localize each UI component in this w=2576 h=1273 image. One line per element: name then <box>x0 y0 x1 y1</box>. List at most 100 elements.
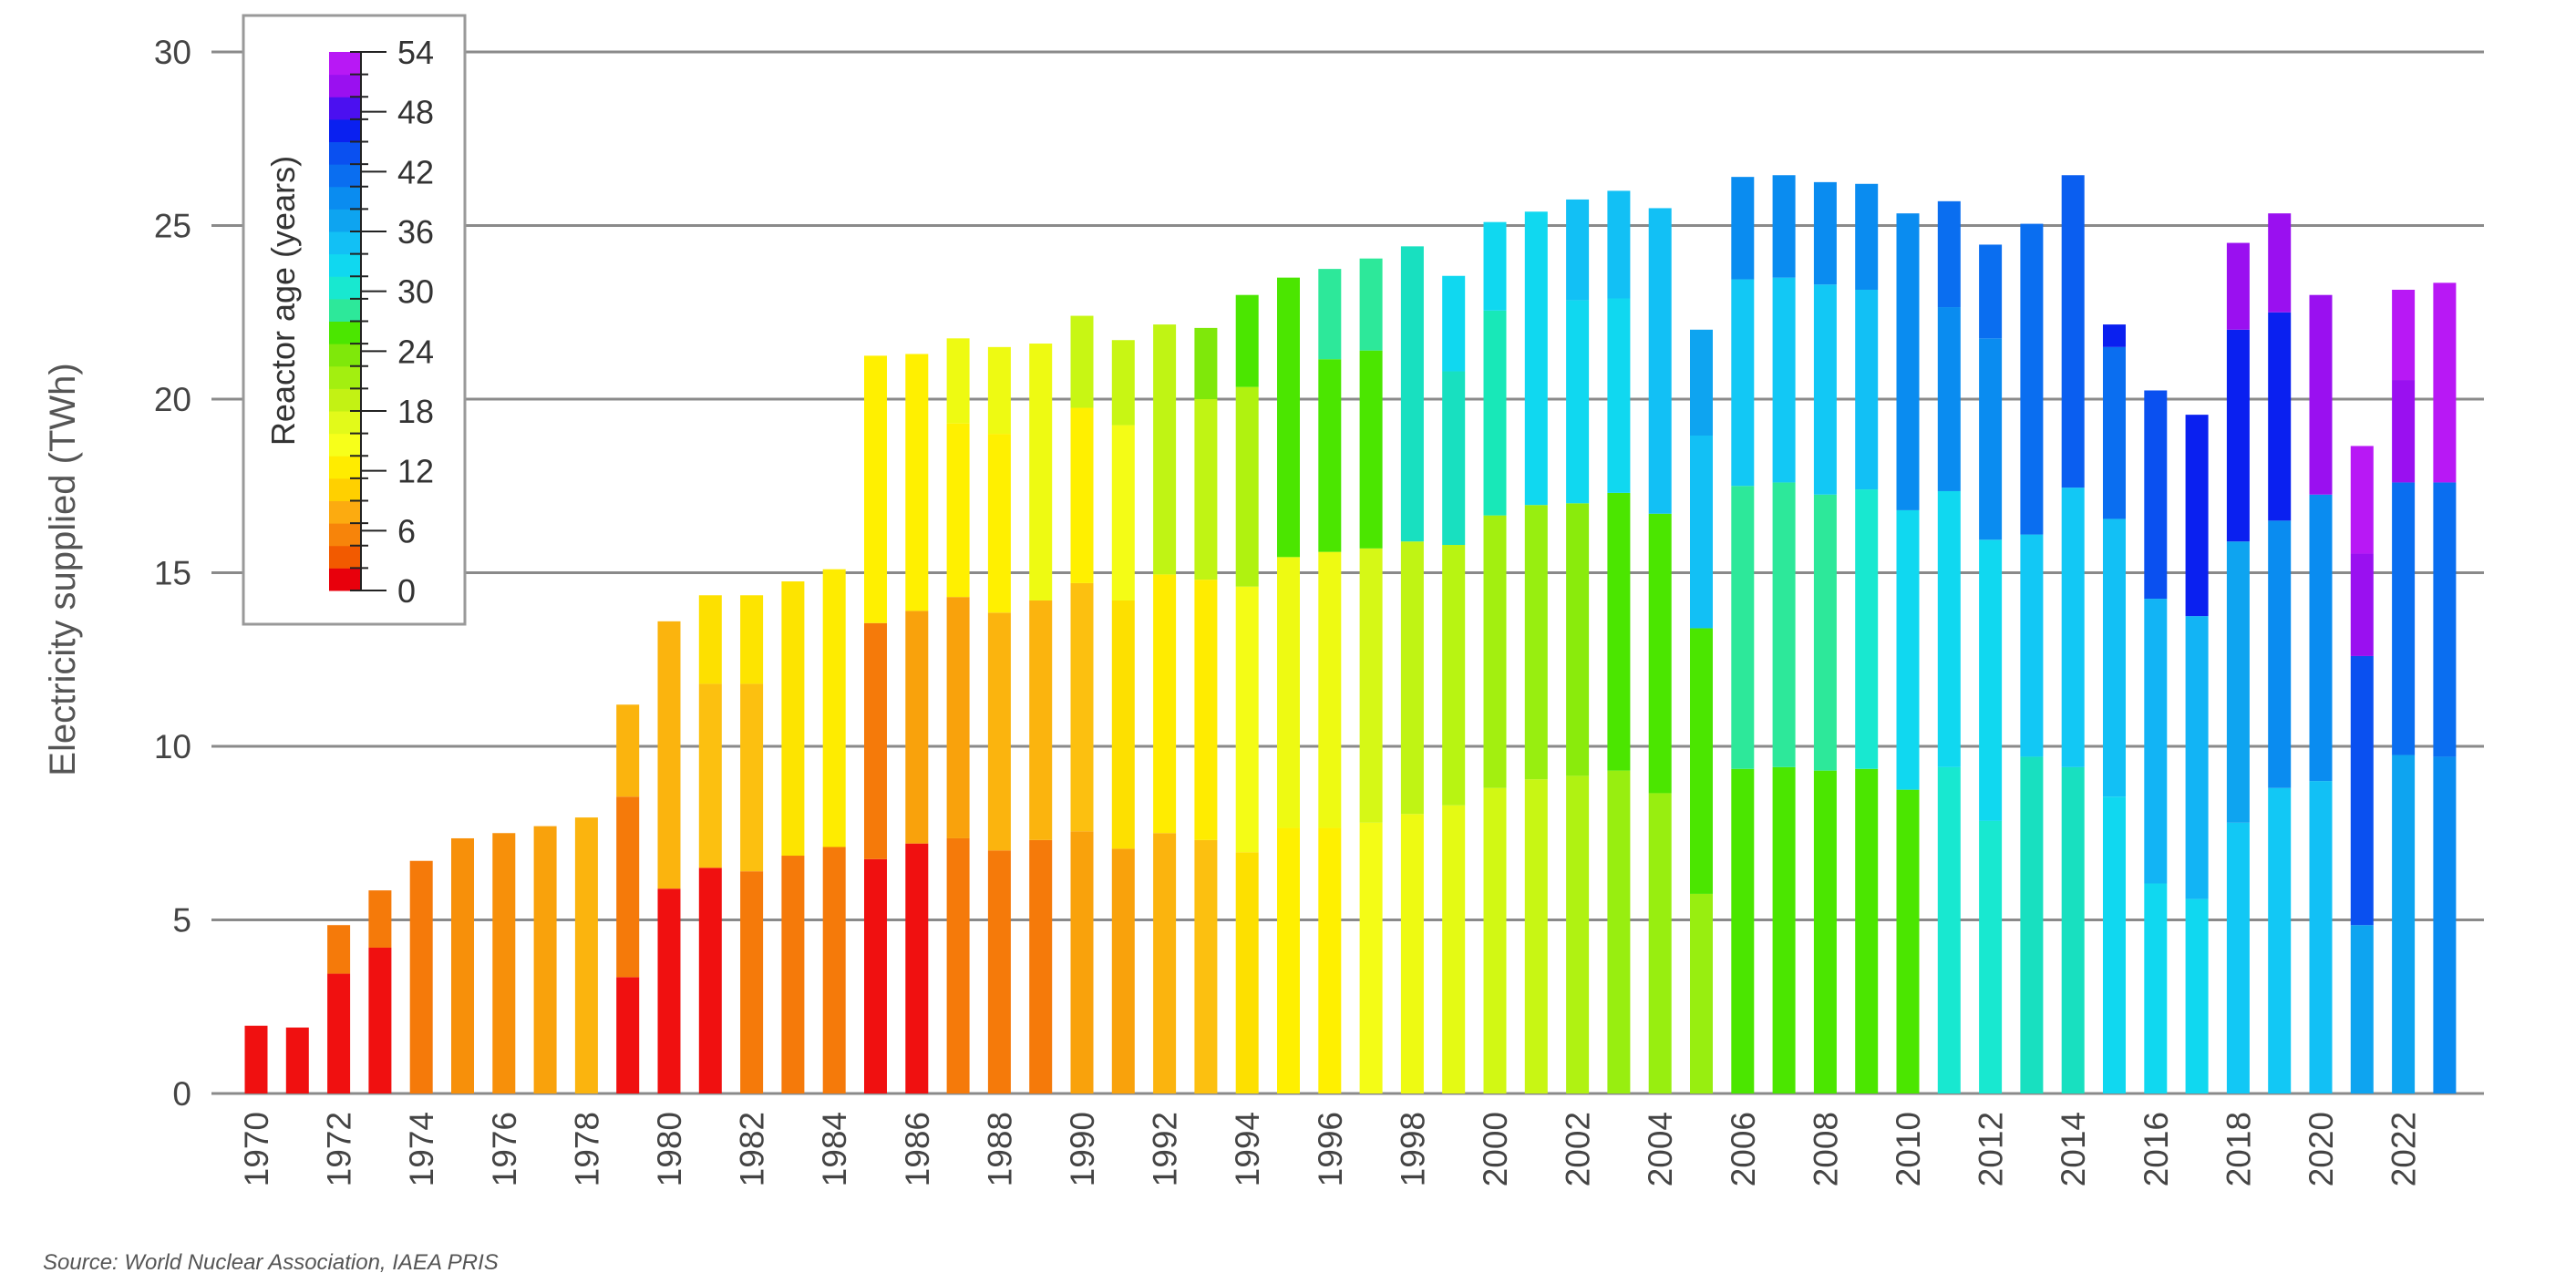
bar-segment <box>1318 359 1342 552</box>
bar-segment <box>946 423 970 598</box>
x-tick-label: 2010 <box>1890 1112 1927 1186</box>
bar-segment <box>740 595 764 684</box>
bar-segment <box>1855 183 1879 290</box>
bar-segment <box>1483 221 1507 311</box>
bar-segment <box>2433 482 2457 757</box>
x-tick-label: 1974 <box>403 1112 440 1186</box>
bar-2021 <box>2350 446 2374 1093</box>
bar-1972 <box>327 925 351 1093</box>
bar-2005 <box>1690 329 1713 1093</box>
bar-segment <box>2268 312 2292 521</box>
bar-segment <box>244 1025 268 1093</box>
bar-segment <box>1772 766 1796 1093</box>
legend-swatch <box>329 545 361 569</box>
bar-1997 <box>1359 258 1383 1093</box>
bar-segment <box>1442 805 1466 1093</box>
bar-segment <box>905 843 929 1093</box>
legend-swatch <box>329 500 361 524</box>
bar-1996 <box>1318 269 1342 1093</box>
x-tick-label: 2000 <box>1477 1112 1514 1186</box>
x-tick-label: 1980 <box>651 1112 688 1186</box>
legend-swatch <box>329 388 361 412</box>
bar-segment <box>2392 289 2416 381</box>
bar-segment <box>1979 338 2003 540</box>
legend-swatch <box>329 344 361 367</box>
bar-segment <box>1111 340 1135 426</box>
bar-2001 <box>1524 211 1548 1093</box>
bar-segment <box>1937 490 1961 767</box>
legend-tick-label: 12 <box>397 453 434 490</box>
bar-segment <box>1607 770 1631 1093</box>
x-tick-label: 1976 <box>486 1112 523 1186</box>
bar-segment <box>1070 315 1094 408</box>
bar-segment <box>2103 324 2126 347</box>
bar-segment <box>740 683 764 872</box>
bar-1974 <box>409 860 433 1093</box>
bar-segment <box>1607 298 1631 493</box>
bar-1970 <box>244 1025 268 1093</box>
bar-1971 <box>285 1027 309 1093</box>
bar-2012 <box>1979 244 2003 1093</box>
bar-segment <box>822 569 846 847</box>
bar-2003 <box>1607 190 1631 1093</box>
bar-segment <box>1731 279 1755 487</box>
bar-1989 <box>1029 344 1053 1093</box>
bar-2002 <box>1566 199 1590 1093</box>
legend-swatch <box>329 186 361 210</box>
bar-segment <box>1648 513 1672 794</box>
bar-1992 <box>1153 324 1177 1093</box>
bar-2011 <box>1937 200 1961 1093</box>
bar-segment <box>616 704 640 797</box>
bar-segment <box>1194 399 1218 580</box>
bar-segment <box>1524 505 1548 780</box>
bar-segment <box>1359 258 1383 351</box>
bar-segment <box>1277 827 1300 1093</box>
bar-segment <box>1813 770 1837 1093</box>
y-tick-label: 5 <box>172 902 191 939</box>
legend-swatch <box>329 523 361 547</box>
legend-swatch <box>329 209 361 232</box>
bar-segment <box>2309 781 2333 1093</box>
bar-segment <box>2309 494 2333 782</box>
x-tick-label: 1994 <box>1229 1112 1266 1186</box>
bar-segment <box>1937 307 1961 491</box>
bar-segment <box>1731 768 1755 1093</box>
legend-tick-label: 54 <box>397 34 434 71</box>
bar-segment <box>2226 822 2250 1093</box>
source-note: Source: World Nuclear Association, IAEA … <box>43 1250 499 1273</box>
legend-colorbar <box>329 51 368 591</box>
bar-segment <box>1566 199 1590 301</box>
x-tick-label: 2006 <box>1725 1112 1762 1186</box>
bar-segment <box>822 847 846 1093</box>
legend-tick-label: 30 <box>397 273 434 311</box>
bar-segment <box>327 925 351 974</box>
bar-1976 <box>492 833 516 1093</box>
bar-2009 <box>1855 183 1879 1093</box>
bar-1988 <box>987 346 1011 1093</box>
bar-segment <box>1359 350 1383 549</box>
x-tick-label: 2014 <box>2055 1112 2092 1186</box>
bar-segment <box>1979 244 2003 339</box>
bar-1985 <box>864 355 887 1093</box>
bar-segment <box>616 977 640 1093</box>
bar-segment <box>2103 346 2126 519</box>
bar-segment <box>1442 275 1466 372</box>
bar-1993 <box>1194 327 1218 1093</box>
y-tick-label: 15 <box>154 555 191 592</box>
bar-segment <box>2185 898 2209 1093</box>
bar-segment <box>533 826 557 1093</box>
bar-segment <box>368 947 392 1093</box>
legend-tick-label: 48 <box>397 94 434 131</box>
bar-segment <box>2103 518 2126 797</box>
legend-swatch <box>329 97 361 120</box>
bar-segment <box>574 817 598 1093</box>
bar-1975 <box>451 837 474 1093</box>
x-tick-labels: 1970 1972 1974 1976 1978 1980 1982 1984 1986 1988… <box>238 1112 2423 1186</box>
bar-2015 <box>2103 324 2126 1093</box>
bar-segment <box>1648 793 1672 1093</box>
bar-2018 <box>2226 242 2250 1093</box>
bar-segment <box>1566 503 1590 776</box>
bar-segment <box>2268 213 2292 313</box>
legend-swatch <box>329 164 361 188</box>
